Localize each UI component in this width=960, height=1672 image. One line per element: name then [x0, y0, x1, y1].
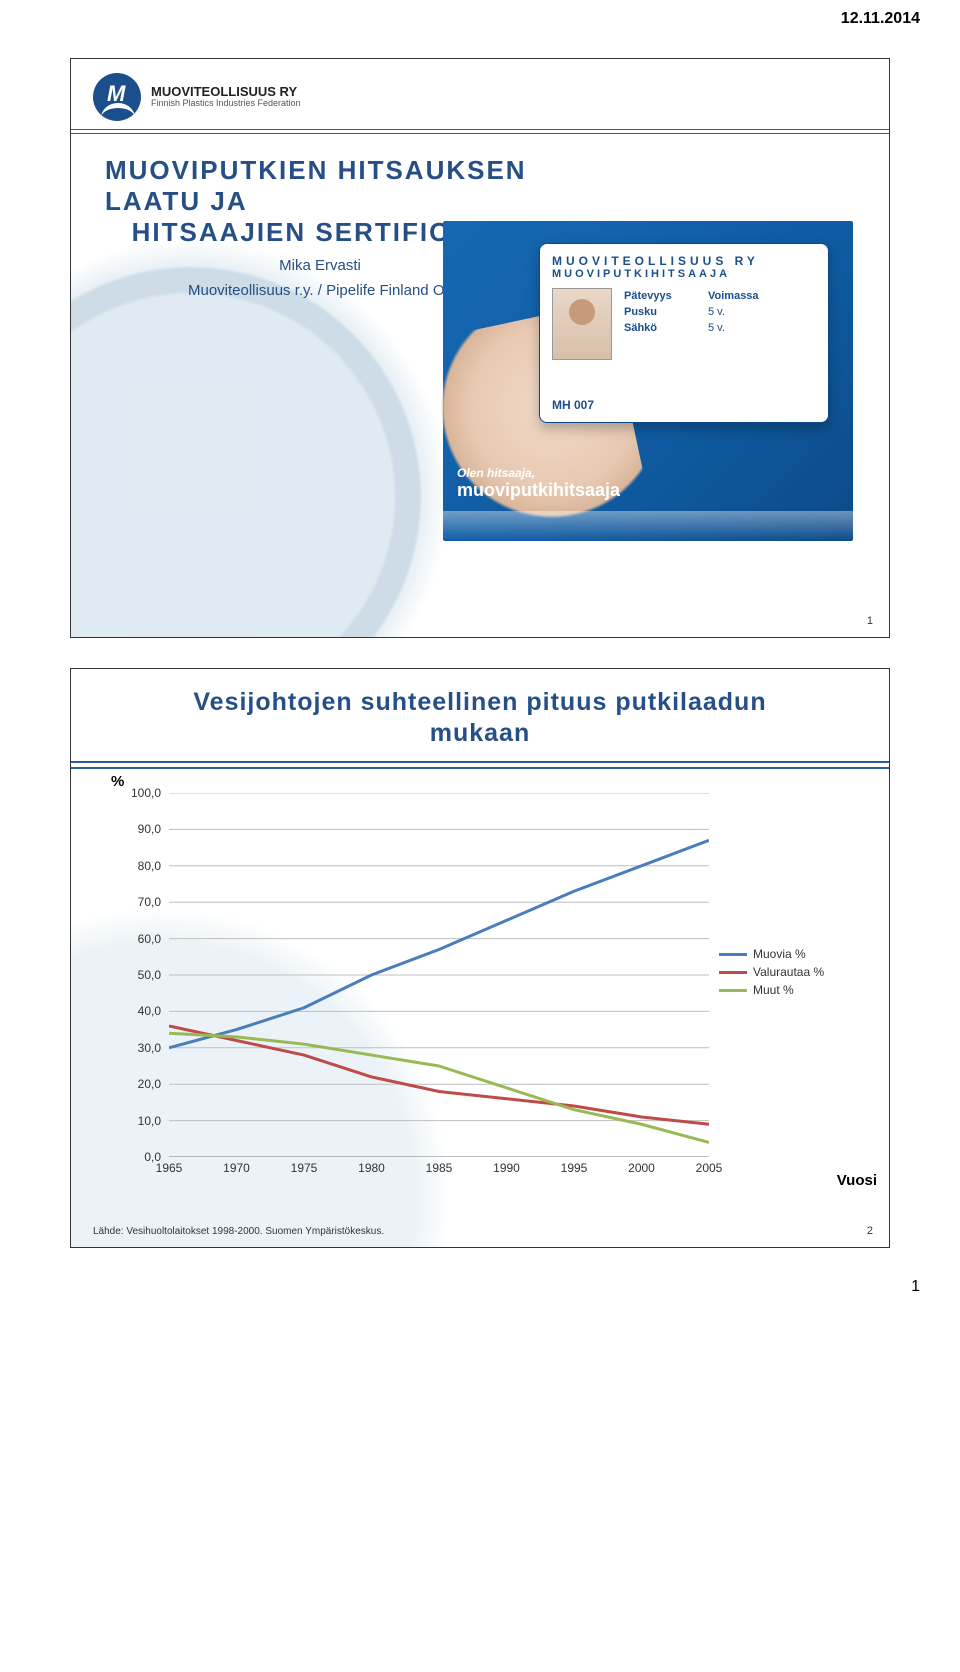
photo-reflection: [443, 511, 853, 541]
legend-swatch-icon: [719, 953, 747, 956]
idcard-row1-value: 5 v.: [708, 306, 725, 318]
slide-1: MUOVITEOLLISUUS RY Finnish Plastics Indu…: [70, 58, 890, 638]
x-tick-label: 1995: [561, 1161, 588, 1175]
legend-label: Muovia %: [753, 947, 806, 961]
x-tick-label: 1970: [223, 1161, 250, 1175]
logo: MUOVITEOLLISUUS RY Finnish Plastics Indu…: [93, 73, 301, 121]
y-axis-ticks: 0,010,020,030,040,050,060,070,080,090,01…: [119, 793, 165, 1157]
idcard-col-validity: Pätevyys: [624, 290, 690, 302]
y-tick-label: 60,0: [138, 932, 161, 946]
logo-line1: MUOVITEOLLISUUS RY: [151, 85, 301, 99]
x-axis-ticks: 196519701975198019851990199520002005: [169, 1161, 709, 1179]
slide2-title-line1: Vesijohtojen suhteellinen pituus putkila…: [193, 688, 766, 716]
y-tick-label: 20,0: [138, 1077, 161, 1091]
id-card: MUOVITEOLLISUUS RY MUOVIPUTKIHITSAAJA Pä…: [539, 243, 829, 423]
idcard-org2: MUOVIPUTKIHITSAAJA: [552, 268, 816, 280]
idcard-fields: Pätevyys Voimassa Pusku 5 v. Sähkö 5 v.: [624, 286, 774, 334]
idcard-id: MH 007: [552, 398, 594, 412]
y-tick-label: 40,0: [138, 1004, 161, 1018]
x-tick-label: 2000: [628, 1161, 655, 1175]
title-divider: [71, 761, 889, 769]
x-tick-label: 2005: [696, 1161, 723, 1175]
legend-label: Muut %: [753, 983, 794, 997]
slide1-number: 1: [867, 615, 873, 627]
idcard-row2-label: Sähkö: [624, 322, 690, 334]
legend: Muovia % Valurautaa % Muut %: [719, 943, 839, 1001]
y-tick-label: 50,0: [138, 968, 161, 982]
legend-label: Valurautaa %: [753, 965, 824, 979]
x-axis-label: Vuosi: [837, 1172, 877, 1189]
chart: % Vuosi 0,010,020,030,040,050,060,070,08…: [119, 793, 839, 1193]
legend-item: Muut %: [719, 983, 839, 997]
x-tick-label: 1965: [156, 1161, 183, 1175]
idcard-photo-icon: [552, 288, 612, 360]
photo-banner: Olen hitsaaja, muoviputkihitsaaja: [443, 462, 853, 505]
y-tick-label: 30,0: [138, 1041, 161, 1055]
slide2-number: 2: [867, 1225, 873, 1237]
id-card-photo: MUOVITEOLLISUUS RY MUOVIPUTKIHITSAAJA Pä…: [443, 221, 853, 541]
legend-item: Muovia %: [719, 947, 839, 961]
idcard-col-valid: Voimassa: [708, 290, 774, 302]
y-tick-label: 90,0: [138, 822, 161, 836]
logo-text: MUOVITEOLLISUUS RY Finnish Plastics Indu…: [151, 85, 301, 108]
title-line1: MUOVIPUTKIEN HITSAUKSEN LAATU JA: [105, 155, 527, 216]
logo-mark-icon: [93, 73, 141, 121]
x-tick-label: 1990: [493, 1161, 520, 1175]
slide2-title: Vesijohtojen suhteellinen pituus putkila…: [71, 687, 889, 750]
y-tick-label: 10,0: [138, 1114, 161, 1128]
chart-svg: [169, 793, 709, 1157]
logo-line2: Finnish Plastics Industries Federation: [151, 99, 301, 108]
legend-item: Valurautaa %: [719, 965, 839, 979]
header-divider: [71, 129, 889, 134]
source-citation: Lähde: Vesihuoltolaitokset 1998-2000. Su…: [93, 1226, 384, 1237]
slide2-title-line2: mukaan: [430, 719, 530, 747]
legend-swatch-icon: [719, 989, 747, 992]
banner-line1: Olen hitsaaja,: [457, 466, 839, 480]
y-tick-label: 100,0: [131, 786, 161, 800]
page-number: 1: [0, 1278, 960, 1316]
idcard-row2-value: 5 v.: [708, 322, 725, 334]
x-tick-label: 1985: [426, 1161, 453, 1175]
y-tick-label: 80,0: [138, 859, 161, 873]
plot-area: [169, 793, 709, 1157]
banner-line2: muoviputkihitsaaja: [457, 480, 839, 501]
y-axis-label: %: [111, 773, 124, 790]
x-tick-label: 1980: [358, 1161, 385, 1175]
slide-2: Vesijohtojen suhteellinen pituus putkila…: [70, 668, 890, 1248]
y-tick-label: 70,0: [138, 895, 161, 909]
slide2-title-block: Vesijohtojen suhteellinen pituus putkila…: [71, 687, 889, 750]
legend-swatch-icon: [719, 971, 747, 974]
idcard-row1-label: Pusku: [624, 306, 690, 318]
x-tick-label: 1975: [291, 1161, 318, 1175]
idcard-org1: MUOVITEOLLISUUS RY: [552, 254, 816, 268]
page-date: 12.11.2014: [0, 0, 960, 28]
